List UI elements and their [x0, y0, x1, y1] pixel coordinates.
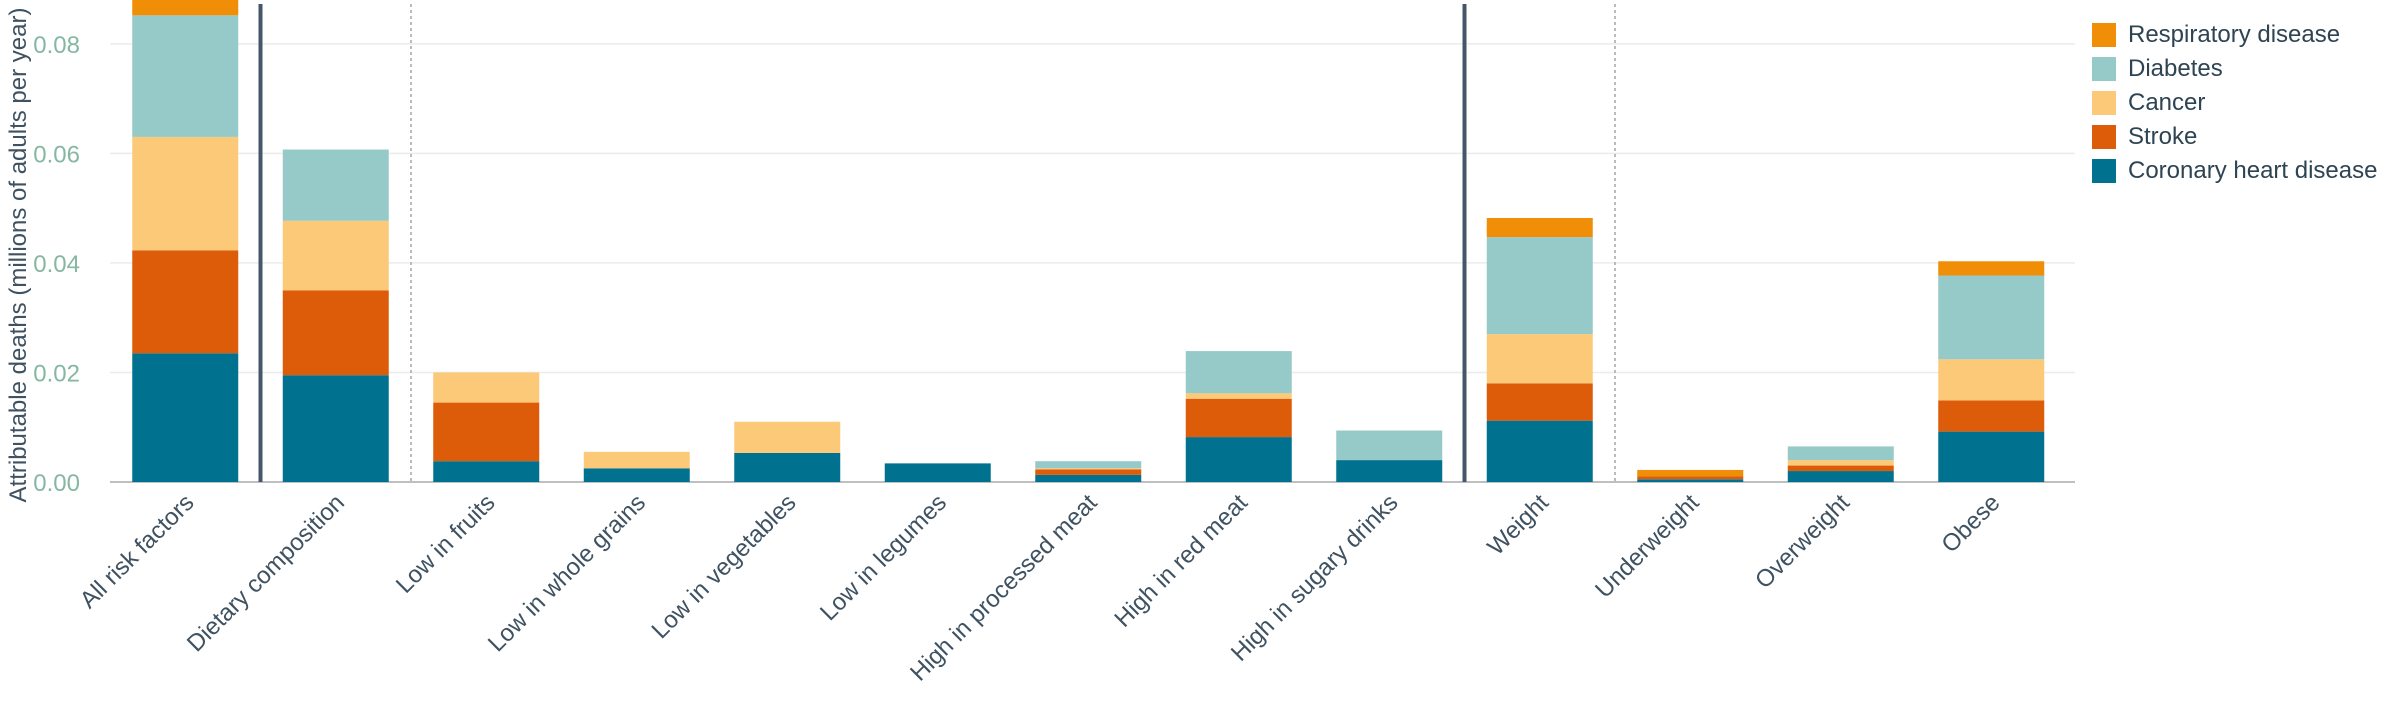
y-tick-label: 0.08: [33, 32, 80, 59]
bar-segment-coronary-heart-disease: [1336, 460, 1443, 482]
x-tick-label: Low in whole grains: [483, 489, 651, 657]
bar-segment-coronary-heart-disease: [282, 375, 389, 482]
bar-segment-coronary-heart-disease: [583, 468, 690, 482]
bar-segment-stroke: [1938, 400, 2045, 432]
bar-segment-stroke: [1035, 469, 1142, 475]
x-tick-label: Underweight: [1590, 489, 1705, 604]
legend-swatch: [2092, 125, 2116, 149]
bar-segment-diabetes: [1486, 237, 1593, 335]
bar-segment-diabetes: [1035, 461, 1142, 469]
bar-segment-respiratory-disease: [1637, 469, 1744, 477]
x-tick-label: Low in fruits: [391, 489, 501, 599]
y-tick-label: 0.02: [33, 360, 80, 387]
bar-segment-respiratory-disease: [132, 0, 239, 16]
x-tick-label: High in sugary drinks: [1226, 489, 1404, 667]
bar-segment-stroke: [132, 250, 239, 354]
x-tick-label: Low in vegetables: [647, 489, 802, 644]
x-tick-label: Overweight: [1750, 489, 1855, 594]
bar-segment-cancer: [433, 372, 540, 403]
legend-swatch: [2092, 57, 2116, 81]
legend-label: Respiratory disease: [2128, 21, 2341, 48]
bar-segment-diabetes: [132, 15, 239, 137]
bar-segment-cancer: [1185, 393, 1292, 399]
bar-segment-coronary-heart-disease: [1787, 471, 1894, 482]
x-tick-label: Low in legumes: [815, 489, 952, 626]
bar-segment-diabetes: [282, 149, 389, 221]
legend-item[interactable]: Coronary heart disease: [2092, 154, 2377, 188]
bar-segment-cancer: [1035, 468, 1142, 470]
bar-segment-stroke: [1486, 383, 1593, 421]
bar-segment-stroke: [282, 290, 389, 376]
bar-segment-cancer: [583, 451, 690, 469]
bar-segment-cancer: [1938, 359, 2045, 401]
bar-segment-coronary-heart-disease: [1938, 431, 2045, 482]
bar-segment-coronary-heart-disease: [132, 353, 239, 482]
bar-segment-cancer: [1486, 334, 1593, 384]
bar-segment-cancer: [734, 421, 841, 453]
bar-segment-coronary-heart-disease: [1486, 420, 1593, 482]
legend-item[interactable]: Stroke: [2092, 120, 2377, 154]
y-tick-label: 0.06: [33, 141, 80, 168]
bar-segment-coronary-heart-disease: [734, 452, 841, 482]
bar-segment-coronary-heart-disease: [433, 461, 540, 482]
legend-label: Cancer: [2128, 89, 2206, 116]
legend-item[interactable]: Cancer: [2092, 86, 2377, 120]
bar-segment-cancer: [1787, 460, 1894, 466]
legend-item[interactable]: Respiratory disease: [2092, 18, 2377, 52]
bar-segment-stroke: [1185, 398, 1292, 438]
bar-segment-coronary-heart-disease: [884, 463, 991, 482]
legend: Respiratory disease Diabetes Cancer Stroke C…: [2092, 18, 2377, 188]
bar-segment-coronary-heart-disease: [1035, 474, 1142, 482]
x-tick-label: Dietary composition: [182, 489, 350, 657]
bar-segment-cancer: [132, 136, 239, 251]
legend-label: Diabetes: [2128, 55, 2223, 82]
x-tick-label: High in red meat: [1109, 489, 1253, 633]
bar-segment-diabetes: [1336, 430, 1443, 461]
bar-segment-respiratory-disease: [1938, 261, 2045, 276]
bar-segment-stroke: [433, 402, 540, 462]
bar-segment-respiratory-disease: [1486, 217, 1593, 238]
legend-swatch: [2092, 23, 2116, 47]
legend-label: Coronary heart disease: [2128, 157, 2378, 184]
bar-segment-diabetes: [1938, 275, 2045, 360]
bar-segment-cancer: [282, 220, 389, 291]
bar-segment-stroke: [1787, 465, 1894, 472]
bar-segment-diabetes: [1185, 351, 1292, 394]
bar-segment-coronary-heart-disease: [1637, 479, 1744, 482]
y-tick-label: 0.04: [33, 251, 80, 278]
y-tick-label: 0.00: [33, 470, 80, 497]
x-tick-label: All risk factors: [75, 489, 200, 614]
x-tick-label: Obese: [1936, 489, 2005, 558]
y-axis-title: Attributable deaths (millions of adults …: [5, 8, 32, 503]
bar-segment-diabetes: [1787, 446, 1894, 461]
legend-swatch: [2092, 159, 2116, 183]
legend-swatch: [2092, 91, 2116, 115]
x-tick-label: Weight: [1482, 489, 1554, 561]
legend-label: Stroke: [2128, 123, 2198, 150]
legend-item[interactable]: Diabetes: [2092, 52, 2377, 86]
bar-segment-coronary-heart-disease: [1185, 437, 1292, 482]
bar-segment-stroke: [1637, 476, 1744, 480]
